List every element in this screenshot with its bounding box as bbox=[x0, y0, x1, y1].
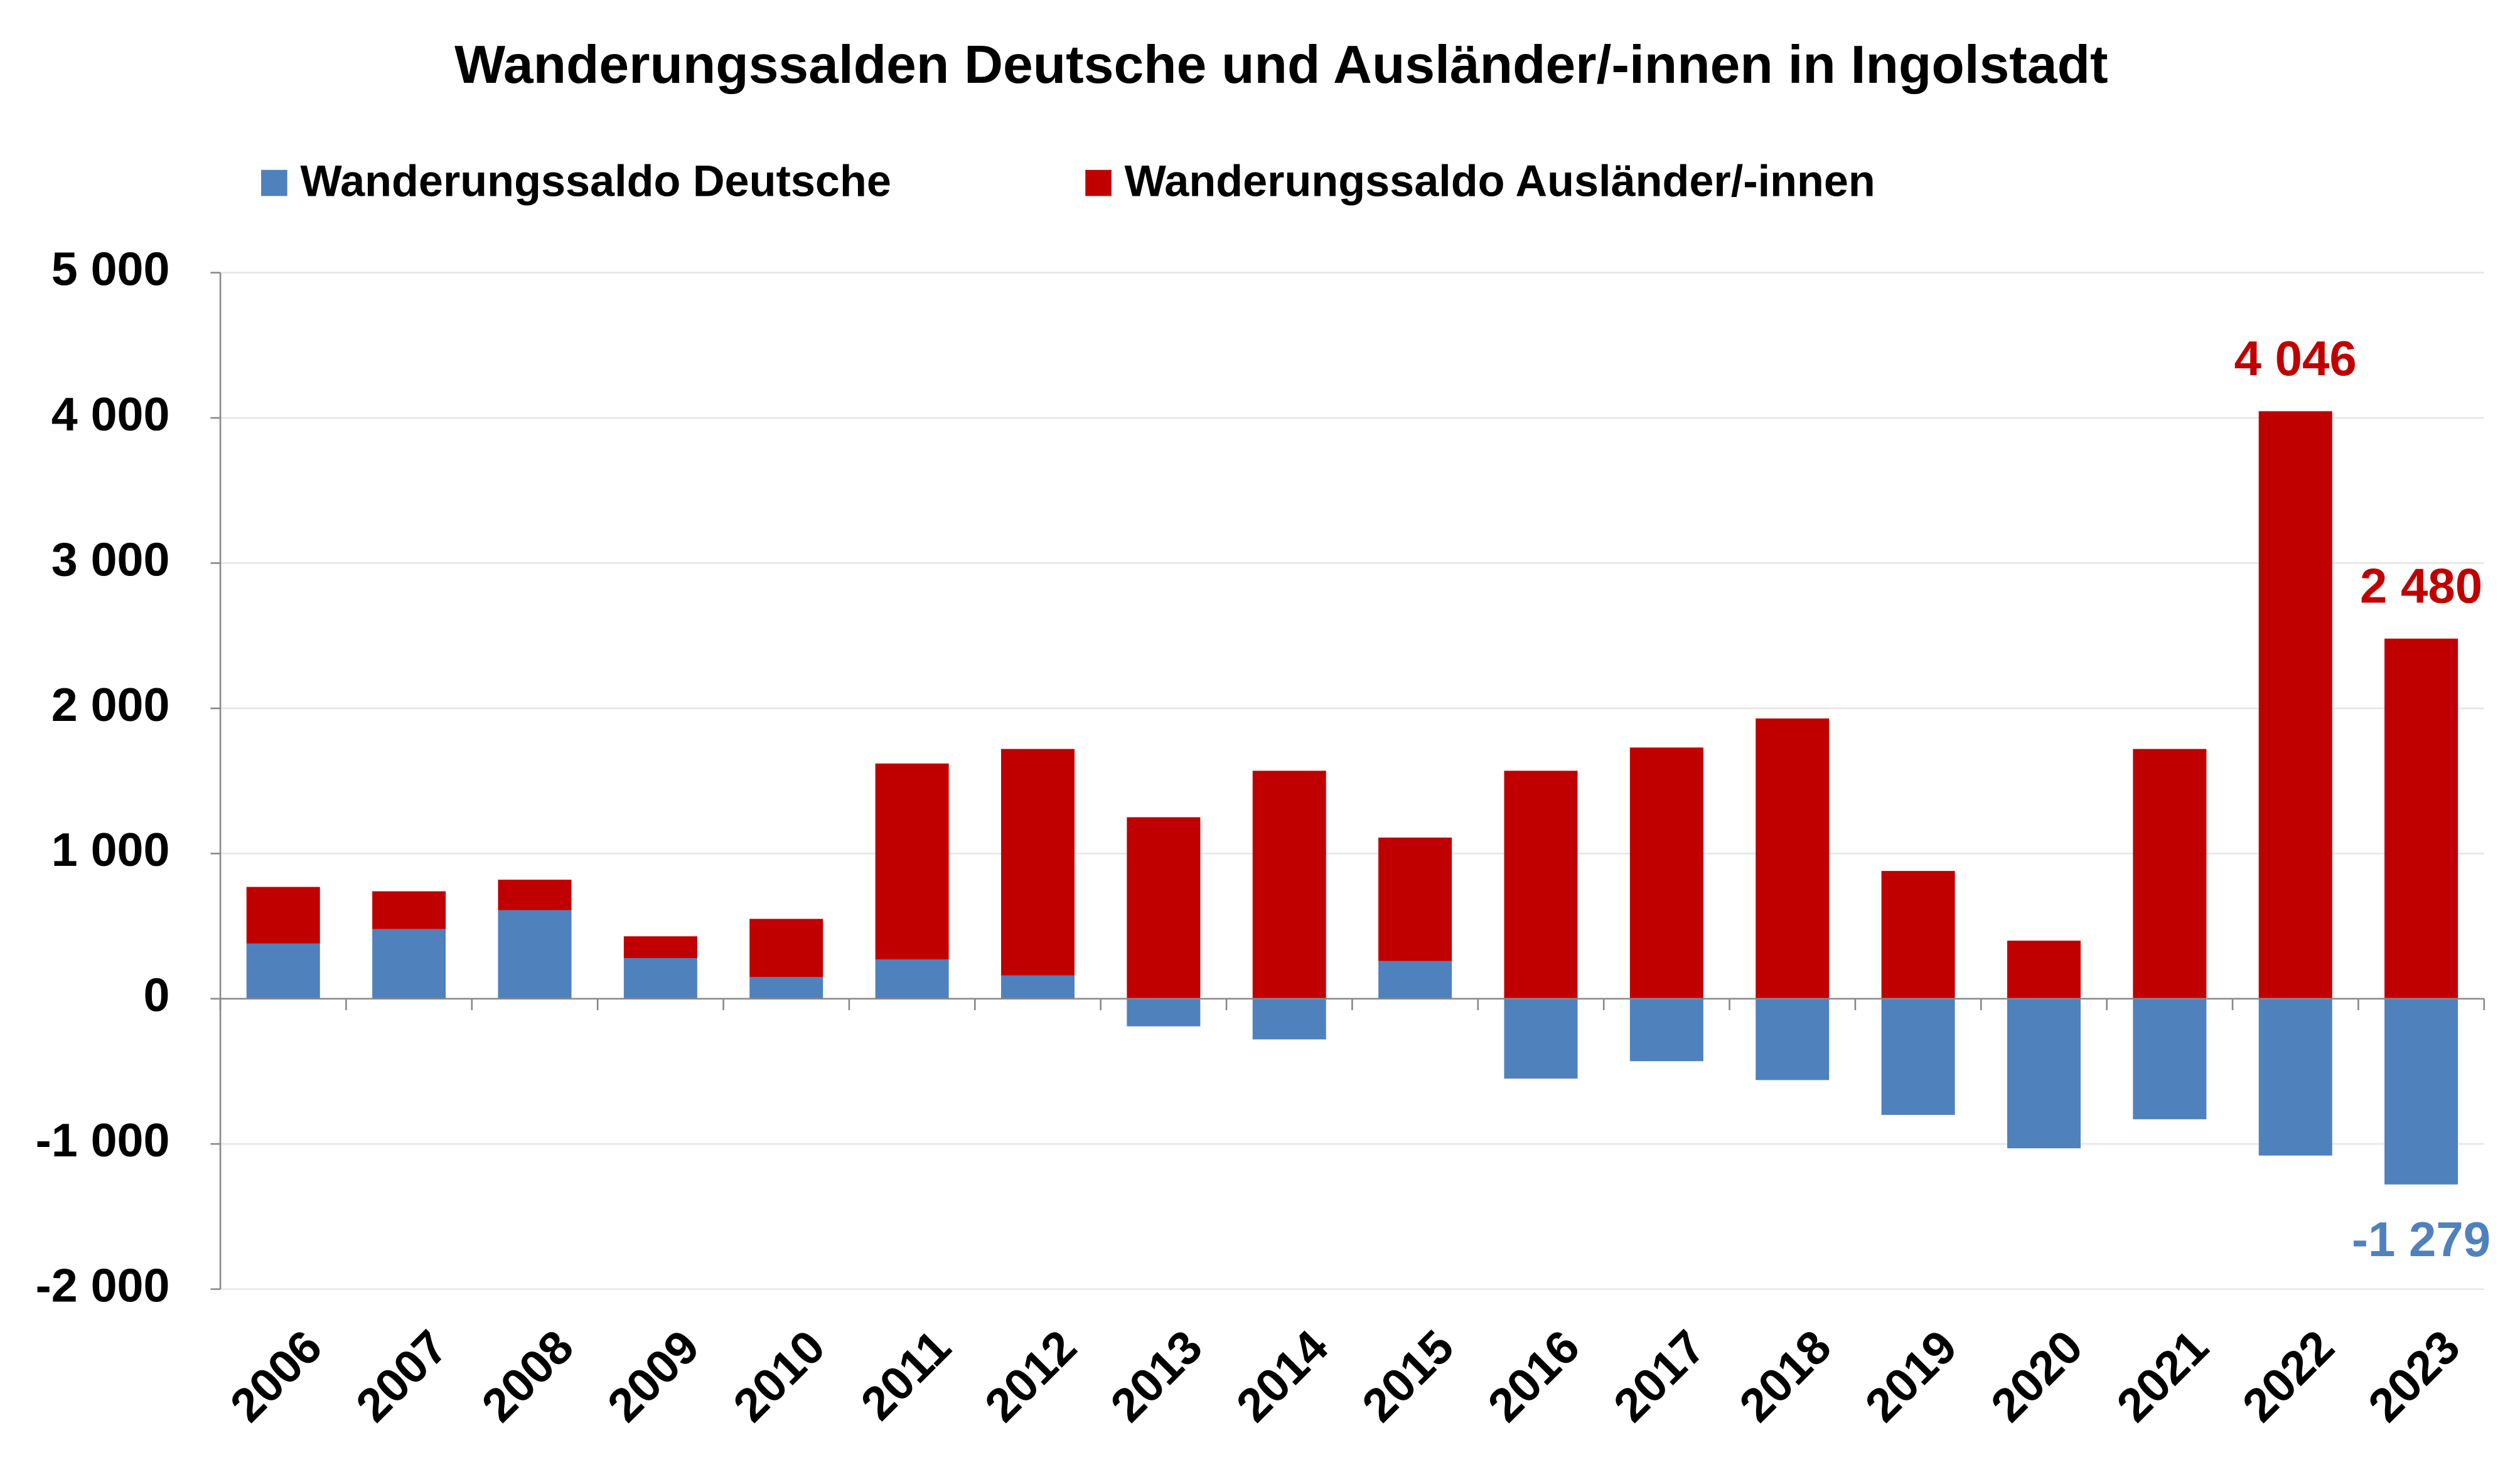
value-label: 4 046 bbox=[2234, 331, 2357, 386]
x-tick-label: 2011 bbox=[850, 1320, 960, 1430]
bar bbox=[372, 929, 446, 999]
bar bbox=[1629, 747, 1703, 999]
x-tick-label: 2016 bbox=[1477, 1320, 1589, 1432]
legend-label: Wanderungssaldo Deutsche bbox=[300, 156, 891, 206]
bar bbox=[2007, 941, 2081, 999]
x-tick-label: 2010 bbox=[723, 1320, 835, 1432]
bar bbox=[749, 977, 823, 999]
bar bbox=[1504, 770, 1578, 999]
x-tick-label: 2023 bbox=[2358, 1320, 2470, 1432]
bar bbox=[1000, 749, 1075, 976]
x-tick-label: 2017 bbox=[1604, 1320, 1715, 1432]
bar bbox=[875, 959, 949, 999]
bar bbox=[2133, 749, 2207, 999]
y-tick-label: -1 000 bbox=[36, 1114, 170, 1166]
bar bbox=[246, 943, 320, 999]
y-tick-label: 2 000 bbox=[51, 678, 170, 731]
x-tick-label: 2022 bbox=[2233, 1320, 2344, 1432]
bar bbox=[498, 879, 572, 910]
x-tick-label: 2020 bbox=[1981, 1320, 2093, 1432]
chart-title: Wanderungssalden Deutsche und Ausländer/… bbox=[454, 35, 2108, 95]
value-label: -1 279 bbox=[2352, 1212, 2491, 1267]
y-tick-label: 1 000 bbox=[51, 823, 170, 876]
legend-swatch bbox=[1085, 169, 1112, 196]
x-tick-label: 2012 bbox=[975, 1320, 1086, 1432]
bar bbox=[623, 936, 697, 958]
bar bbox=[1756, 718, 1830, 999]
y-tick-label: 0 bbox=[144, 969, 170, 1021]
bar bbox=[1881, 998, 1955, 1115]
bar bbox=[372, 891, 446, 929]
x-tick-label: 2014 bbox=[1226, 1320, 1338, 1432]
x-tick-label: 2006 bbox=[220, 1320, 332, 1432]
x-tick-label: 2018 bbox=[1729, 1320, 1841, 1432]
x-tick-label: 2021 bbox=[2106, 1320, 2218, 1432]
bar bbox=[1378, 961, 1452, 999]
bar bbox=[1252, 998, 1326, 1040]
bar bbox=[246, 887, 320, 944]
value-label: 2 480 bbox=[2360, 558, 2482, 613]
bar bbox=[1881, 871, 1955, 999]
y-tick-label: 3 000 bbox=[51, 533, 170, 585]
x-tick-label: 2008 bbox=[471, 1320, 583, 1432]
bar bbox=[1378, 837, 1452, 961]
bar bbox=[1504, 998, 1578, 1079]
bar bbox=[1629, 998, 1703, 1062]
bar bbox=[1756, 998, 1830, 1080]
y-tick-label: -2 000 bbox=[36, 1259, 170, 1312]
bar bbox=[2133, 998, 2207, 1119]
bar bbox=[623, 957, 697, 999]
x-tick-label: 2019 bbox=[1855, 1320, 1967, 1432]
bar bbox=[2258, 998, 2332, 1156]
bar bbox=[1252, 770, 1326, 999]
bar bbox=[498, 910, 572, 999]
bar bbox=[1000, 975, 1075, 999]
bar bbox=[875, 763, 949, 960]
legend-label: Wanderungssaldo Ausländer/-innen bbox=[1125, 156, 1875, 206]
x-tick-label: 2009 bbox=[598, 1320, 709, 1432]
bar bbox=[2384, 998, 2458, 1185]
y-tick-label: 5 000 bbox=[51, 243, 170, 296]
legend-swatch bbox=[261, 169, 287, 196]
x-tick-label: 2007 bbox=[346, 1320, 458, 1432]
bar bbox=[2258, 411, 2332, 999]
bar bbox=[749, 919, 823, 978]
y-tick-label: 4 000 bbox=[51, 388, 170, 440]
x-tick-label: 2013 bbox=[1100, 1320, 1212, 1432]
x-tick-label: 2015 bbox=[1352, 1320, 1464, 1432]
bar bbox=[1127, 998, 1201, 1026]
bar bbox=[2384, 638, 2458, 999]
bar bbox=[1127, 817, 1201, 999]
bar bbox=[2007, 998, 2081, 1149]
